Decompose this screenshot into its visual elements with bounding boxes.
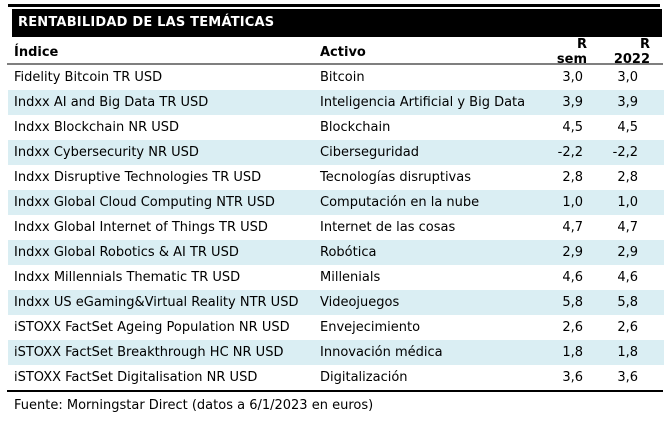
cell-r-sem: 1,8 [562,345,583,360]
table-row: Indxx Cybersecurity NR USD Ciberseguridad… [8,140,664,165]
cell-activo: Envejecimiento [320,320,421,335]
table-row: Indxx Millennials Thematic TR USD Milleni… [8,265,664,290]
column-header-activo: Activo [320,44,366,60]
cell-r-sem: 3,9 [562,95,583,110]
table-title: RENTABILIDAD DE LAS TEMÁTICAS [18,15,275,30]
cell-activo: Internet de las cosas [320,220,456,235]
column-header-indice: Índice [14,44,59,60]
cell-r-2022: -2,2 [612,145,638,160]
cell-activo: Bitcoin [320,70,365,85]
cell-r-sem: 3,0 [562,70,583,85]
cell-indice: Indxx Global Cloud Computing NTR USD [14,195,275,210]
cell-indice: Indxx AI and Big Data TR USD [14,95,209,110]
cell-indice: Indxx Global Internet of Things TR USD [14,220,268,235]
cell-activo: Innovación médica [320,345,443,360]
cell-activo: Millenials [320,270,381,285]
table-row: iSTOXX FactSet Digitalisation NR USD Digi… [8,365,664,390]
cell-r-sem: 4,6 [562,270,583,285]
cell-r-2022: 1,0 [617,195,638,210]
cell-r-2022: 4,5 [617,120,638,135]
table-row: Indxx AI and Big Data TR USD Inteligencia… [8,90,664,115]
cell-indice: Indxx Cybersecurity NR USD [14,145,199,160]
table-row: Indxx Global Internet of Things TR USD In… [8,215,664,240]
cell-r-2022: 3,6 [617,370,638,385]
table-row: Indxx US eGaming&Virtual Reality NTR USD… [8,290,664,315]
cell-indice: iSTOXX FactSet Ageing Population NR USD [14,320,290,335]
cell-activo: Robótica [320,245,377,260]
cell-r-2022: 5,8 [617,295,638,310]
cell-r-sem: 4,5 [562,120,583,135]
table-row: Indxx Global Robotics & AI TR USD Robótic… [8,240,664,265]
cell-indice: Indxx Blockchain NR USD [14,120,180,135]
cell-activo: Tecnologías disruptivas [320,170,471,185]
cell-r-2022: 1,8 [617,345,638,360]
cell-indice: Indxx Global Robotics & AI TR USD [14,245,239,260]
source-note: Fuente: Morningstar Direct (datos a 6/1/… [14,398,374,413]
table-header-row: Índice Activo R sem R 2022 [8,37,664,67]
cell-r-2022: 3,9 [617,95,638,110]
cell-r-sem: 2,8 [562,170,583,185]
table-body: Fidelity Bitcoin TR USD Bitcoin 3,0 3,0 Indx… [8,65,664,390]
cell-activo: Videojuegos [320,295,400,310]
cell-r-2022: 4,7 [617,220,638,235]
header-underline [7,63,663,65]
cell-indice: Indxx Millennials Thematic TR USD [14,270,241,285]
cell-r-sem: 3,6 [562,370,583,385]
table-title-bar: RENTABILIDAD DE LAS TEMÁTICAS [12,9,662,37]
cell-activo: Blockchain [320,120,391,135]
table-row: Indxx Global Cloud Computing NTR USD Comp… [8,190,664,215]
cell-r-sem: 5,8 [562,295,583,310]
table-row: Indxx Blockchain NR USD Blockchain 4,5 4,5 [8,115,664,140]
cell-indice: Indxx Disruptive Technologies TR USD [14,170,262,185]
cell-indice: iSTOXX FactSet Breakthrough HC NR USD [14,345,284,360]
cell-activo: Digitalización [320,370,408,385]
cell-indice: Fidelity Bitcoin TR USD [14,70,163,85]
cell-r-2022: 2,6 [617,320,638,335]
cell-r-2022: 3,0 [617,70,638,85]
table-row: Fidelity Bitcoin TR USD Bitcoin 3,0 3,0 [8,65,664,90]
table-row: iSTOXX FactSet Breakthrough HC NR USD Inn… [8,340,664,365]
cell-r-sem: -2,2 [557,145,583,160]
cell-r-2022: 2,9 [617,245,638,260]
table-row: Indxx Disruptive Technologies TR USD Tecn… [8,165,664,190]
cell-r-2022: 4,6 [617,270,638,285]
cell-r-2022: 2,8 [617,170,638,185]
cell-r-sem: 4,7 [562,220,583,235]
top-border-line [8,4,660,7]
cell-activo: Ciberseguridad [320,145,419,160]
bottom-border-line [7,390,663,392]
cell-r-sem: 1,0 [562,195,583,210]
cell-activo: Inteligencia Artificial y Big Data [320,95,526,110]
table-row: iSTOXX FactSet Ageing Population NR USD E… [8,315,664,340]
cell-indice: Indxx US eGaming&Virtual Reality NTR USD [14,295,299,310]
cell-r-sem: 2,9 [562,245,583,260]
cell-activo: Computación en la nube [320,195,480,210]
cell-r-sem: 2,6 [562,320,583,335]
cell-indice: iSTOXX FactSet Digitalisation NR USD [14,370,258,385]
